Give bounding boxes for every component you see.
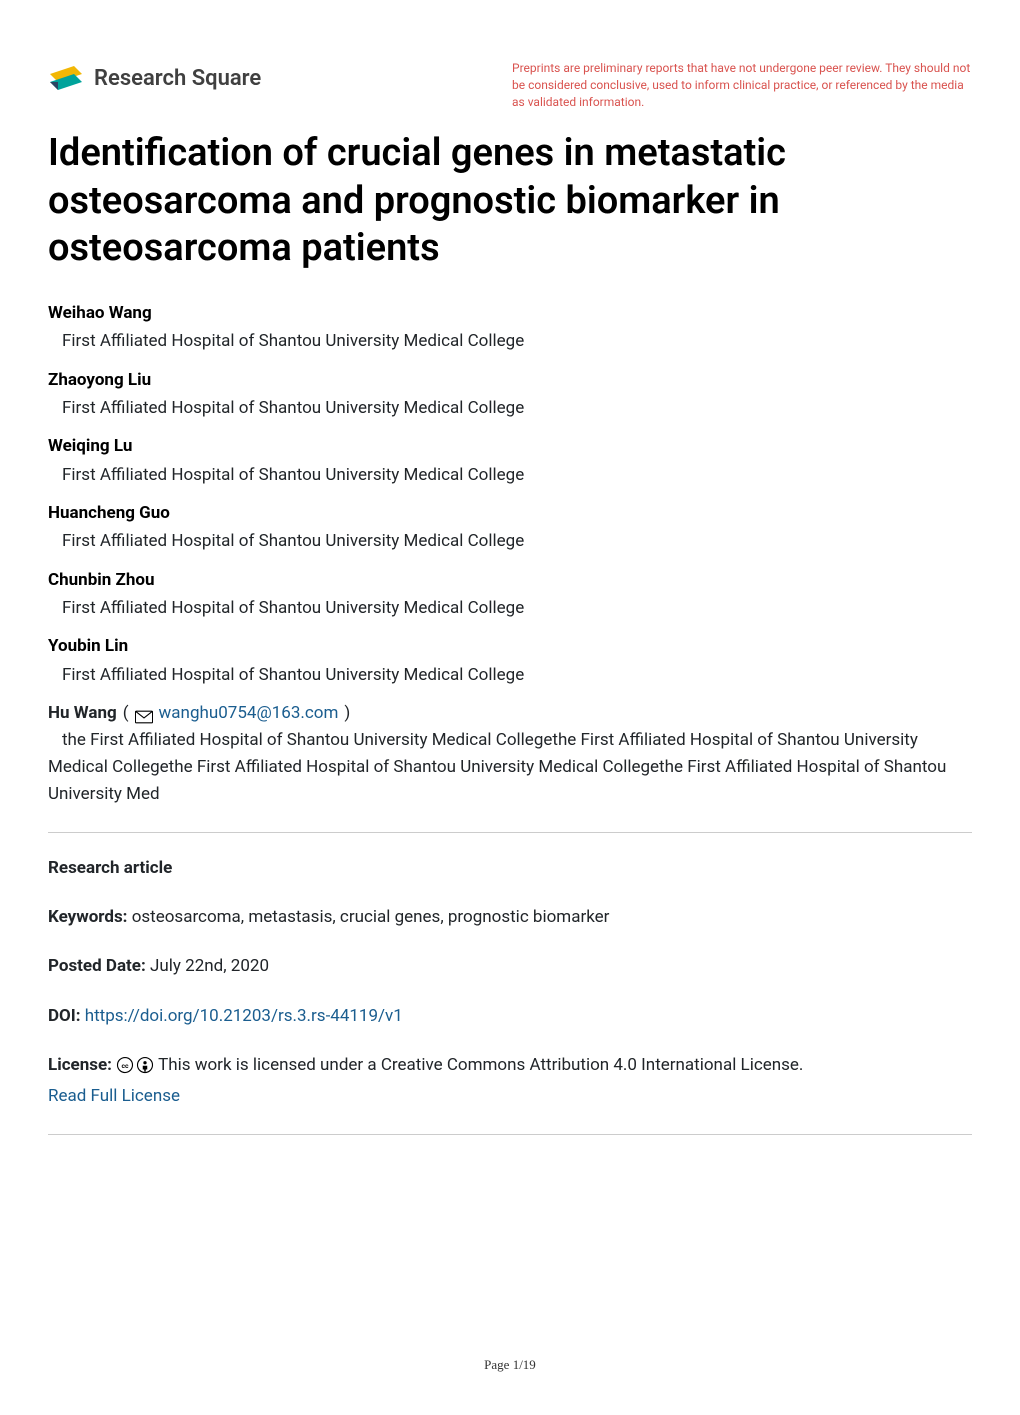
doi-link[interactable]: https://doi.org/10.21203/rs.3.rs-44119/v… — [85, 1006, 403, 1026]
cc-icon: cc — [116, 1056, 134, 1074]
read-full-license-link[interactable]: Read Full License — [48, 1083, 180, 1110]
author-affiliation: First Affiliated Hospital of Shantou Uni… — [48, 528, 972, 555]
by-icon — [136, 1056, 154, 1074]
author-name: Zhaoyong Liu — [48, 368, 972, 394]
posted-date-value: July 22nd, 2020 — [150, 956, 269, 976]
keywords-value: osteosarcoma, metastasis, crucial genes,… — [132, 907, 610, 927]
author-affiliation: First Affiliated Hospital of Shantou Uni… — [48, 328, 972, 355]
author-affiliation: First Affiliated Hospital of Shantou Uni… — [48, 395, 972, 422]
author-block: Weiqing LuFirst Affiliated Hospital of S… — [48, 434, 972, 489]
license-label: License: — [48, 1055, 112, 1075]
envelope-icon — [135, 707, 153, 721]
corresponding-email-link[interactable]: wanghu0754@163.com — [159, 701, 339, 727]
section-divider — [48, 832, 972, 833]
corresponding-author-name: Hu Wang — [48, 701, 117, 727]
author-affiliation: First Affiliated Hospital of Shantou Uni… — [48, 462, 972, 489]
corresponding-affiliation-line1: the First Affiliated Hospital of Shantou… — [48, 730, 840, 750]
author-block: Zhaoyong LiuFirst Affiliated Hospital of… — [48, 368, 972, 423]
author-affiliation: First Affiliated Hospital of Shantou Uni… — [48, 595, 972, 622]
cc-icons: cc — [116, 1056, 154, 1074]
close-paren: ) — [344, 701, 350, 727]
doi-label: DOI: — [48, 1006, 81, 1026]
article-title: Identification of crucial genes in metas… — [48, 130, 972, 273]
page-number: Page 1/19 — [48, 1355, 972, 1375]
corresponding-author-block: Hu Wang ( wanghu0754@163.com ) the First… — [48, 701, 972, 808]
author-name: Youbin Lin — [48, 634, 972, 660]
author-name: Weihao Wang — [48, 301, 972, 327]
article-type: Research article — [48, 858, 172, 878]
logo-icon — [48, 60, 84, 96]
brand-logo: Research Square — [48, 60, 261, 96]
author-block: Chunbin ZhouFirst Affiliated Hospital of… — [48, 568, 972, 623]
svg-text:cc: cc — [122, 1062, 130, 1070]
author-affiliation: First Affiliated Hospital of Shantou Uni… — [48, 662, 972, 689]
author-block: Huancheng GuoFirst Affiliated Hospital o… — [48, 501, 972, 556]
author-name: Huancheng Guo — [48, 501, 972, 527]
author-block: Youbin LinFirst Affiliated Hospital of S… — [48, 634, 972, 689]
brand-name: Research Square — [94, 62, 261, 95]
open-paren: ( — [123, 701, 129, 727]
posted-date-label: Posted Date: — [48, 956, 146, 976]
section-divider — [48, 1134, 972, 1135]
author-name: Weiqing Lu — [48, 434, 972, 460]
keywords-label: Keywords: — [48, 907, 127, 927]
author-name: Chunbin Zhou — [48, 568, 972, 594]
author-block: Weihao WangFirst Affiliated Hospital of … — [48, 301, 972, 356]
license-text: This work is licensed under a Creative C… — [158, 1055, 803, 1075]
preprint-disclaimer: Preprints are preliminary reports that h… — [512, 60, 972, 110]
